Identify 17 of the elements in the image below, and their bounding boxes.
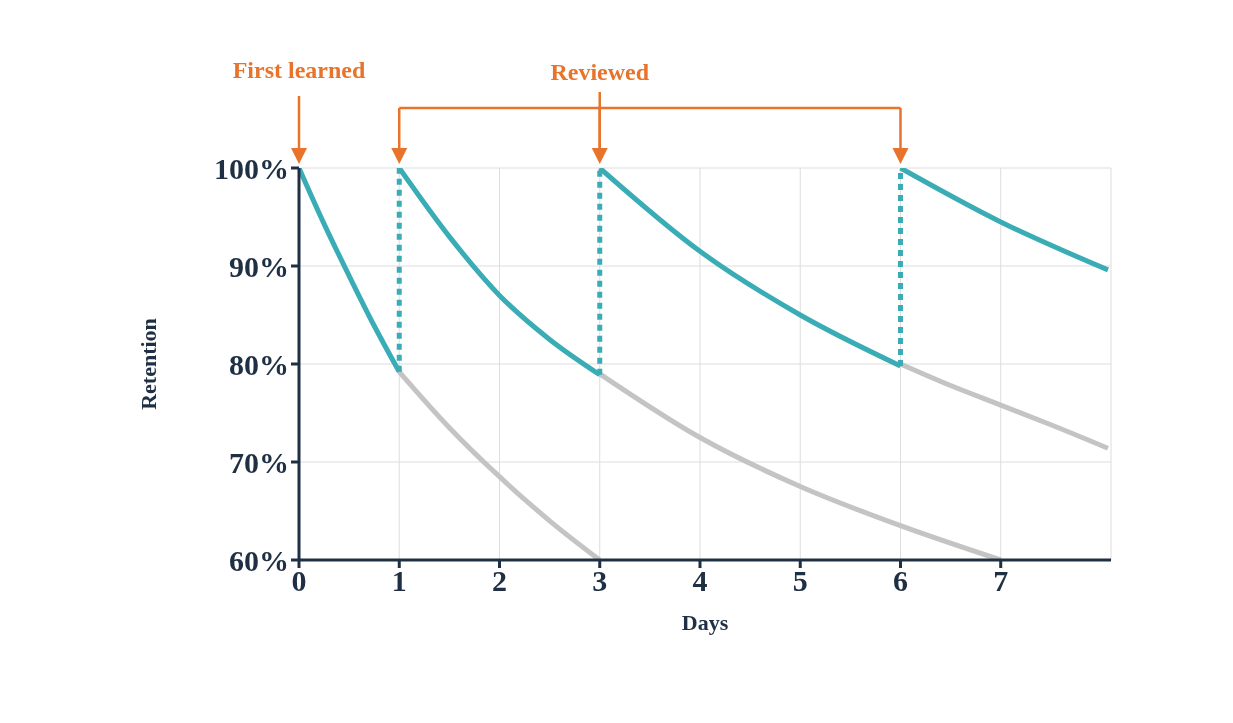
x-tick-label: 4 — [692, 564, 708, 598]
y-axis-title: Retention — [135, 318, 161, 410]
text: Reviewed — [550, 59, 650, 85]
x-tick-label: 1 — [391, 564, 407, 598]
x-tick-label: 7 — [993, 564, 1009, 598]
x-axis-title: Days — [681, 610, 729, 635]
x-tick-label: 6 — [892, 564, 908, 598]
y-tick-label: 60% — [229, 543, 289, 577]
y-tick-label: 100% — [214, 151, 289, 185]
x-tick-label: 2 — [491, 564, 507, 598]
x-tick-label: 5 — [792, 564, 808, 598]
text: First learned — [232, 57, 366, 83]
y-tick-label: 70% — [229, 445, 289, 479]
x-tick-label: 0 — [291, 564, 307, 598]
y-tick-label: 90% — [229, 249, 289, 283]
y-tick-label: 80% — [229, 347, 289, 381]
x-tick-label: 3 — [592, 564, 608, 598]
